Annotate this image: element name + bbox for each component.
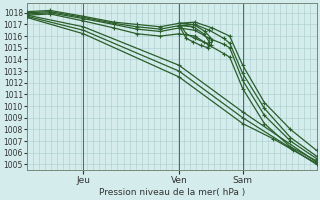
X-axis label: Pression niveau de la mer( hPa ): Pression niveau de la mer( hPa ) xyxy=(99,188,245,197)
